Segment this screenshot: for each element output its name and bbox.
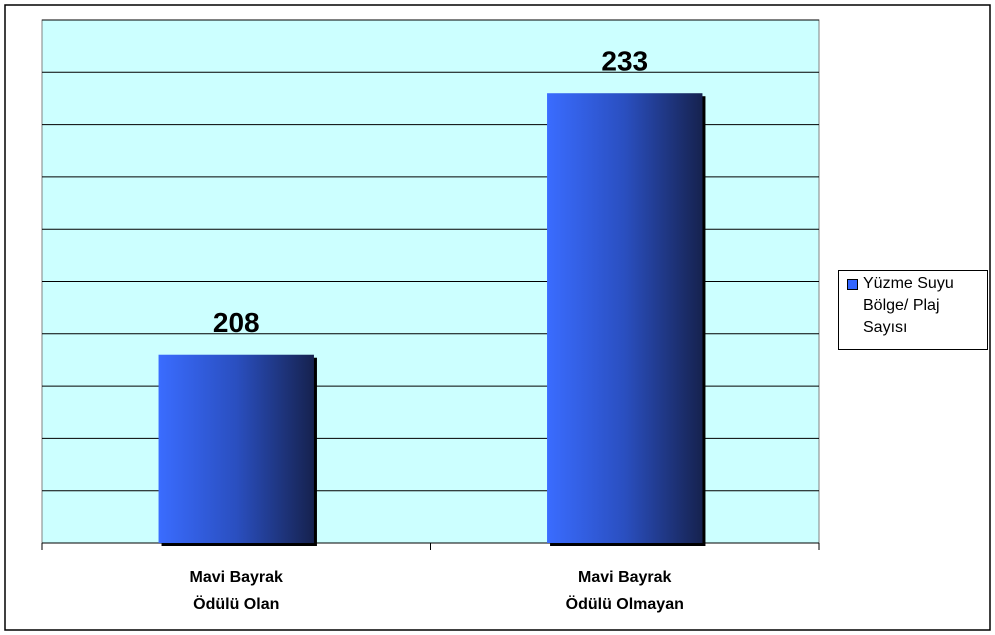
x-tick-label: Mavi Bayrak [578,569,671,586]
x-tick-label: Ödülü Olan [193,594,279,613]
bar [158,354,314,543]
x-tick-label: Mavi Bayrak [190,569,283,586]
legend-label: Yüzme Suyu Bölge/ Plaj Sayısı [863,275,954,336]
bar [547,93,703,543]
data-label: 208 [213,307,260,338]
legend: Yüzme Suyu Bölge/ Plaj Sayısı [838,270,988,350]
data-label: 233 [601,46,648,77]
x-tick-label: Ödülü Olmayan [566,594,684,613]
legend-swatch [847,279,858,290]
